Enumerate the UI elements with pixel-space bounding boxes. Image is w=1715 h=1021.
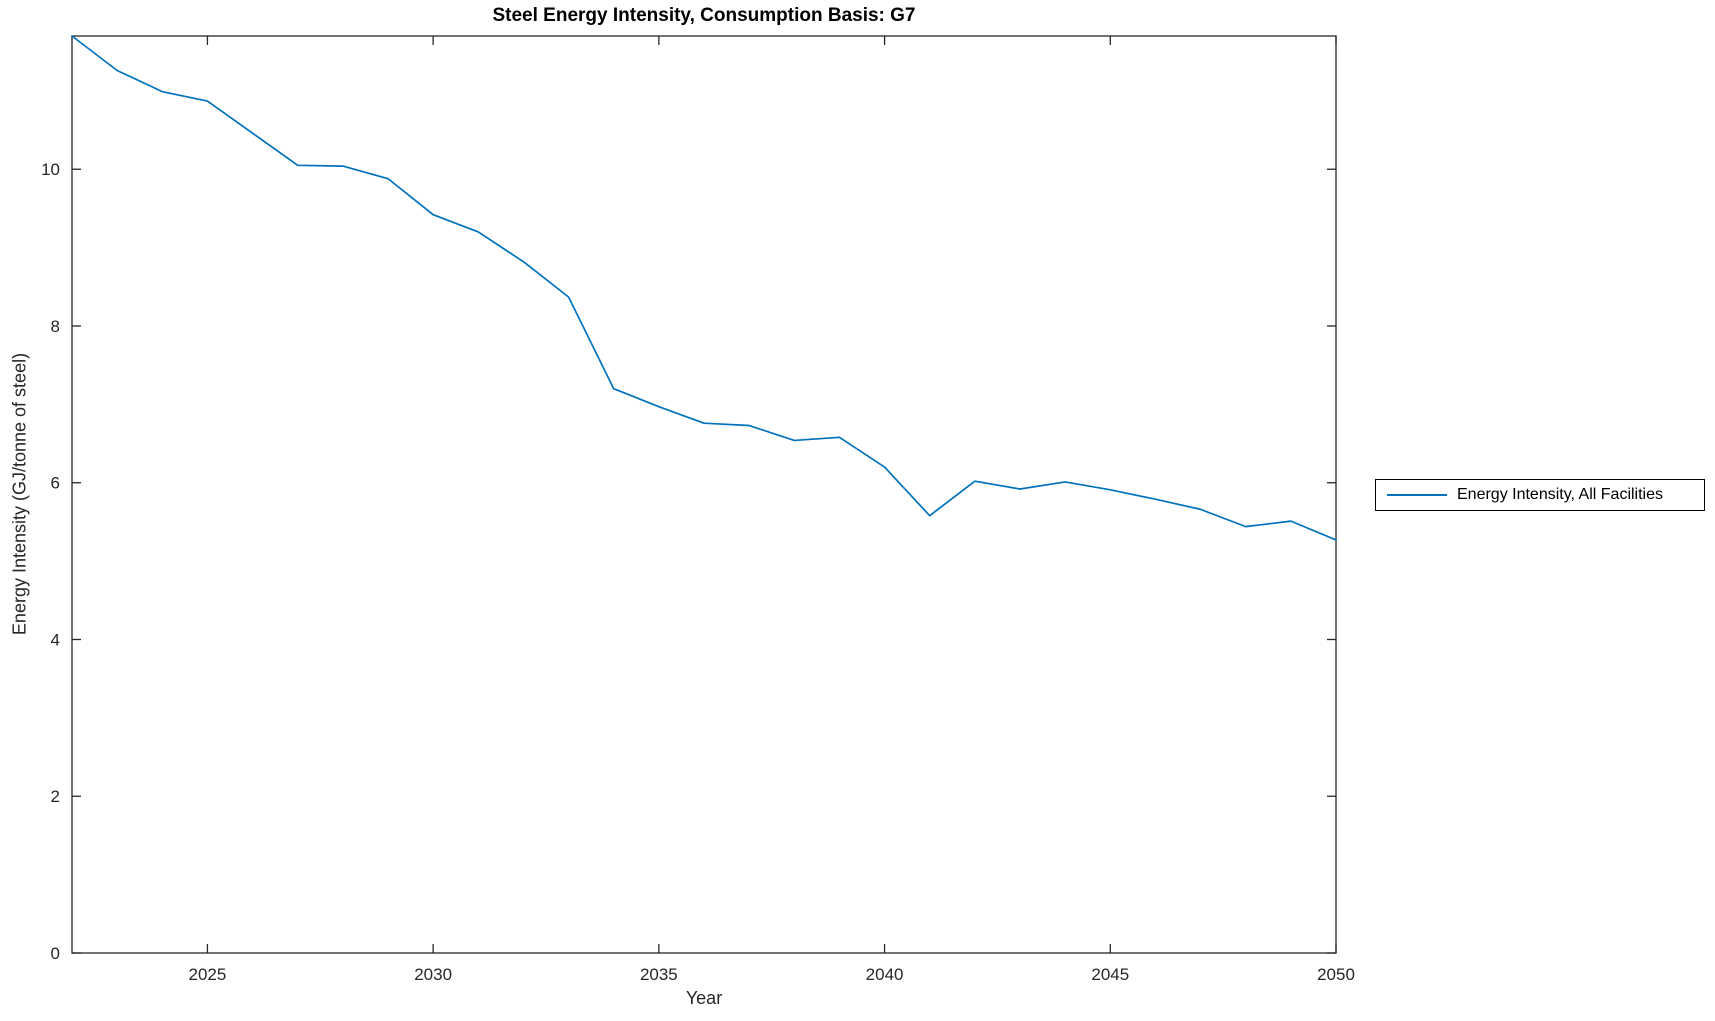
x-tick-label: 2030 [414,965,452,984]
y-tick-label: 10 [41,160,60,179]
x-tick-label: 2045 [1091,965,1129,984]
plot-box [71,35,1337,954]
x-tick-label: 2025 [189,965,227,984]
chart-title: Steel Energy Intensity, Consumption Basi… [492,5,916,26]
x-tick-label: 2035 [640,965,678,984]
x-tick-label: 2050 [1317,965,1355,984]
y-tick-label: 4 [51,630,60,649]
y-tick-label: 0 [51,944,60,963]
y-tick-label: 6 [51,474,60,493]
x-tick-label: 2040 [866,965,904,984]
y-tick-label: 8 [51,317,60,336]
legend-item-label: Energy Intensity, All Facilities [1457,486,1664,503]
y-tick-label: 2 [51,787,60,806]
legend-line-sample-icon [1387,494,1447,496]
series-line [71,35,1337,541]
legend: Energy Intensity, All Facilities [1375,479,1705,511]
x-axis-label: Year [685,988,723,1008]
